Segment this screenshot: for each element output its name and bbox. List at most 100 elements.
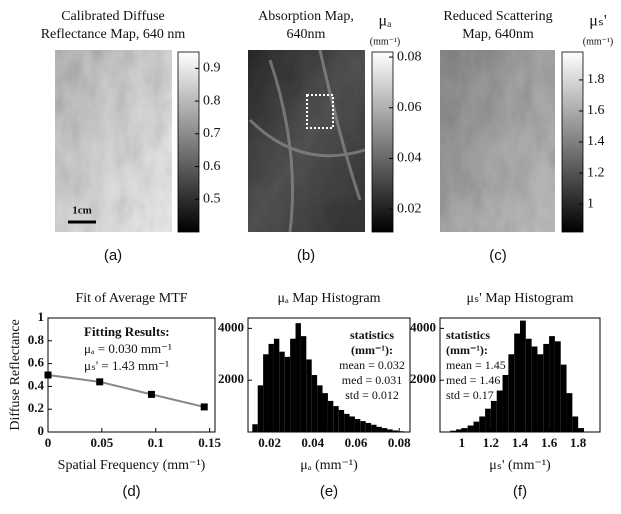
histogram-bar [354, 419, 361, 432]
colorbar-symbol: μₐ [379, 13, 393, 30]
histogram-bar [365, 422, 372, 432]
histogram-bar [502, 375, 509, 432]
scattering-image [440, 50, 555, 232]
histogram-bar [578, 428, 584, 432]
histogram-bar [327, 400, 334, 432]
histogram-bar [338, 409, 345, 432]
annotation: med = 0.031 [342, 373, 402, 387]
histogram-bar [252, 424, 258, 432]
colorbar-tick-label: 0.7 [203, 126, 221, 141]
roi-box [306, 94, 334, 129]
annotation: statistics [350, 328, 394, 342]
histogram-bar [467, 425, 474, 432]
x-tick-label: 1 [459, 435, 466, 450]
histogram-bar [450, 430, 456, 432]
annotation: std = 0.012 [345, 388, 399, 402]
histogram-bar [290, 338, 296, 432]
y-tick-label: 4000 [410, 319, 436, 334]
histogram-bar [333, 406, 339, 432]
histogram-bar [263, 354, 269, 432]
histogram-bar [300, 336, 307, 432]
panel-title: Fit of Average MTF [75, 291, 187, 306]
histogram-bar [560, 364, 567, 432]
x-tick-label: 0 [45, 435, 52, 450]
data-point [96, 378, 104, 386]
y-tick-label: 0 [38, 423, 45, 438]
colorbar-unit: (mm⁻¹) [583, 36, 614, 47]
colorbar-unit: (mm⁻¹) [370, 36, 401, 47]
annotation: mean = 0.032 [339, 358, 405, 372]
histogram-bar [273, 338, 280, 432]
panel-title: Reflectance Map, 640 nm [41, 27, 186, 42]
vessel-texture [248, 49, 366, 233]
annotation: μₐ = 0.030 mm⁻¹ [84, 341, 172, 356]
annotation: μₛ' = 1.43 mm⁻¹ [84, 358, 169, 373]
histogram-bar [387, 429, 393, 432]
histogram-bar [520, 320, 526, 432]
histogram-bar [268, 343, 274, 432]
x-axis-label: μₐ (mm⁻¹) [300, 458, 358, 473]
x-axis-label: μₛ' (mm⁻¹) [489, 458, 551, 473]
caption: (a) [104, 247, 122, 264]
caption: (f) [513, 483, 527, 500]
histogram-bar [508, 354, 515, 432]
colorbar-tick-label: 0.04 [397, 151, 422, 166]
annotation: med = 1.46 [446, 373, 500, 387]
fit-line [47, 374, 205, 408]
histogram-bar [344, 413, 350, 432]
histogram-bar [317, 385, 323, 432]
y-tick-label: 4000 [218, 319, 244, 334]
x-tick-label: 0.04 [301, 435, 324, 450]
caption: (d) [122, 483, 140, 500]
x-tick-label: 0.15 [198, 435, 221, 450]
histogram-bar [531, 346, 538, 432]
histogram-bar [543, 343, 550, 432]
histogram-bar [381, 428, 388, 432]
panel-title: μₐ Map Histogram [277, 291, 380, 306]
x-tick-label: 1.2 [483, 435, 499, 450]
colorbar-tick-label: 1.4 [587, 134, 605, 149]
histogram-bar [392, 430, 399, 432]
histogram-bar [311, 375, 318, 432]
plot-frame [439, 317, 601, 433]
histogram-bar [284, 356, 291, 432]
panel-title: Calibrated Diffuse [61, 9, 165, 24]
histogram-bar [371, 424, 377, 432]
data-point [200, 403, 208, 411]
panel-title: Reduced Scattering [443, 9, 552, 24]
colorbar-tick-label: 0.02 [397, 201, 422, 216]
histogram-bar [566, 393, 573, 432]
annotation: mean = 1.45 [446, 358, 506, 372]
histogram-bar [360, 421, 366, 432]
colorbar [371, 51, 394, 233]
y-axis-label: Diffuse Reflectance [8, 319, 23, 430]
histogram-bar [257, 385, 264, 432]
y-tick-label: 2000 [410, 371, 436, 386]
y-tick-label: 0.6 [28, 355, 45, 370]
annotation: Fitting Results: [84, 324, 170, 339]
x-tick-label: 0.05 [90, 435, 113, 450]
histogram-bar [514, 333, 520, 432]
histogram-bar [473, 421, 480, 432]
histogram-bar [485, 408, 491, 432]
x-axis-label: Spatial Frequency (mm⁻¹) [58, 458, 206, 473]
colorbar-tick-label: 0.08 [397, 49, 422, 64]
caption: (c) [489, 247, 507, 264]
plot-frame [247, 317, 411, 433]
colorbar-tick-label: 0.5 [203, 191, 221, 206]
histogram-bar [461, 428, 468, 432]
histogram-bar [572, 416, 579, 432]
histogram-bar [456, 429, 462, 432]
x-tick-label: 1.8 [570, 435, 587, 450]
colorbar-tick-label: 1 [587, 196, 594, 211]
plot-frame [47, 317, 216, 433]
colorbar-tick-label: 0.06 [397, 100, 422, 115]
x-tick-label: 1.6 [541, 435, 558, 450]
histogram-bar [322, 393, 328, 432]
panel-title: Map, 640nm [462, 27, 534, 42]
panel-title: Absorption Map, [258, 9, 354, 24]
y-tick-label: 0.4 [28, 377, 45, 392]
y-tick-label: 0.8 [28, 332, 45, 347]
x-tick-label: 0.02 [258, 435, 281, 450]
